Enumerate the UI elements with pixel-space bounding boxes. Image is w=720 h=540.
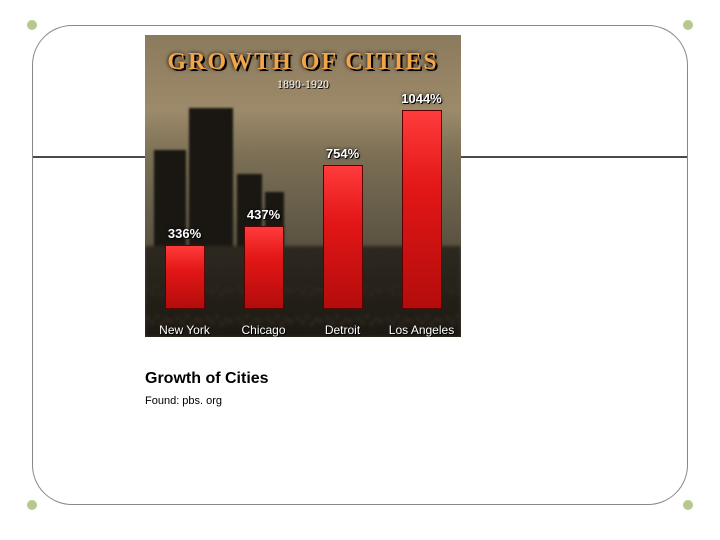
bar-category-label: Chicago xyxy=(241,323,285,337)
bar-category-label: Detroit xyxy=(325,323,360,337)
bar-slot: 336% New York xyxy=(145,99,224,337)
bar-value-label: 336% xyxy=(168,226,201,241)
bar xyxy=(402,110,442,309)
corner-dot-tr xyxy=(683,20,693,30)
growth-chart: GROWTH OF CITIES 1890-1920 336% New York 4… xyxy=(145,35,461,337)
corner-dot-bl xyxy=(27,500,37,510)
chart-title: GROWTH OF CITIES xyxy=(145,49,461,76)
bar-category-label: New York xyxy=(159,323,210,337)
divider-right xyxy=(461,156,687,158)
bar-slot: 754% Detroit xyxy=(303,99,382,337)
bar-category-label: Los Angeles xyxy=(389,323,454,337)
corner-dot-br xyxy=(683,500,693,510)
bar-slot: 437% Chicago xyxy=(224,99,303,337)
chart-bars-area: 336% New York 437% Chicago 754% Detroit 1044%L… xyxy=(145,99,461,337)
caption-title: Growth of Cities xyxy=(145,370,269,388)
bar xyxy=(165,245,205,309)
corner-dot-tl xyxy=(27,20,37,30)
bar-slot: 1044%Los Angeles xyxy=(382,99,461,337)
bar xyxy=(244,226,284,309)
divider-left xyxy=(33,156,145,158)
caption-source: Found: pbs. org xyxy=(145,395,222,407)
bar-value-label: 1044% xyxy=(401,91,441,106)
bar-value-label: 437% xyxy=(247,207,280,222)
bar xyxy=(323,165,363,309)
chart-subtitle: 1890-1920 xyxy=(145,77,461,92)
bar-value-label: 754% xyxy=(326,146,359,161)
